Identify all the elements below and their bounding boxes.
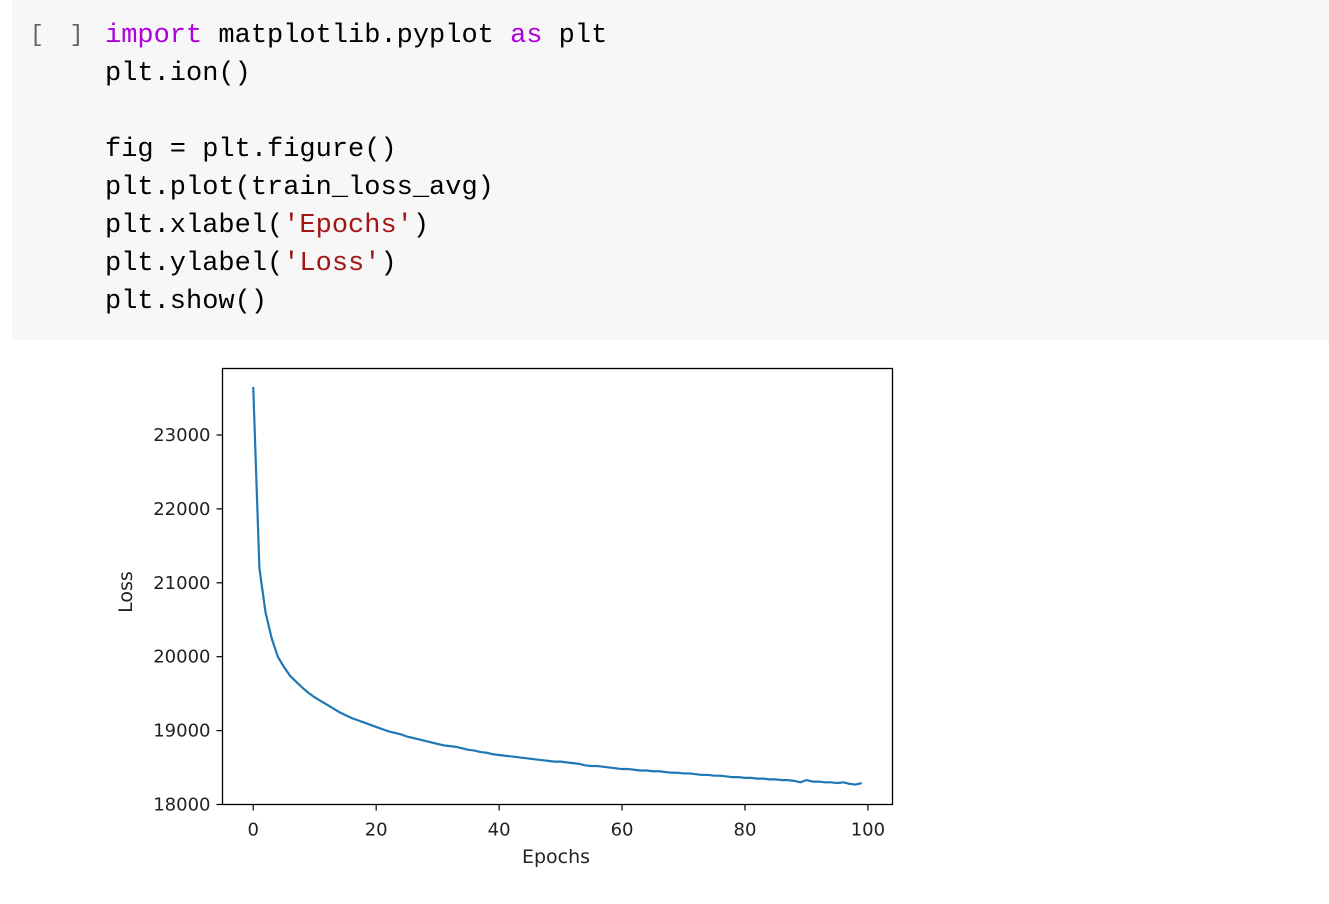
code-keyword: as [510,21,543,51]
series-line-train-loss [252,386,863,786]
cell-output: 18000 19000 20000 21000 22000 23000 0 20 40 60 80… [0,340,1329,899]
code-cell[interactable] [12,0,1329,340]
code-string: 'Epochs' [283,211,413,241]
run-cell-button[interactable]: [ ] [30,22,90,48]
x-tick-label: 80 [734,820,757,841]
code-token: ) [380,249,397,279]
y-tick-label: 23000 [153,425,210,446]
plot-frame [221,367,894,806]
code-line: fig = plt.figure() [105,131,607,169]
y-tick-label: 19000 [153,721,210,742]
code-token: plt.ion() [105,59,251,89]
x-axis-ticks: 0 20 40 60 80 100 [248,804,885,841]
x-tick-label: 100 [851,820,885,841]
y-tick-label: 22000 [153,499,210,520]
code-line [105,93,607,131]
x-tick-label: 40 [488,820,511,841]
y-tick-label: 18000 [153,795,210,816]
code-keyword: import [105,21,203,51]
code-line: plt.ion() [105,55,607,93]
x-axis-label: Epochs [522,846,590,868]
x-tick-label: 60 [611,820,634,841]
y-axis-ticks: 18000 19000 20000 21000 22000 23000 [153,425,223,816]
loss-chart: 18000 19000 20000 21000 22000 23000 0 20 40 60 80… [115,367,894,868]
y-tick-label: 21000 [153,573,210,594]
code-string: 'Loss' [283,249,381,279]
x-tick-label: 0 [248,820,259,841]
code-line: plt.show() [105,283,607,321]
code-token: fig = plt.figure() [105,135,397,165]
code-line: plt.xlabel('Epochs') [105,207,607,245]
code-token: plt.show() [105,287,268,317]
code-token: matplotlib.pyplot [202,21,511,51]
y-tick-label: 20000 [153,647,210,668]
code-line: plt.plot(train_loss_avg) [105,169,607,207]
code-token: plt.ylabel( [105,249,284,279]
code-editor[interactable]: import matplotlib.pyplot as plt plt.ion()… [105,17,607,321]
code-line: plt.ylabel('Loss') [105,245,607,283]
code-token: ) [412,211,430,241]
y-axis-label: Loss [115,571,137,613]
code-token: plt [542,21,608,51]
code-token: plt.plot(train_loss_avg) [105,173,494,203]
code-token: plt.xlabel( [105,211,284,241]
x-tick-label: 20 [365,820,388,841]
code-line: import matplotlib.pyplot as plt [105,17,607,55]
